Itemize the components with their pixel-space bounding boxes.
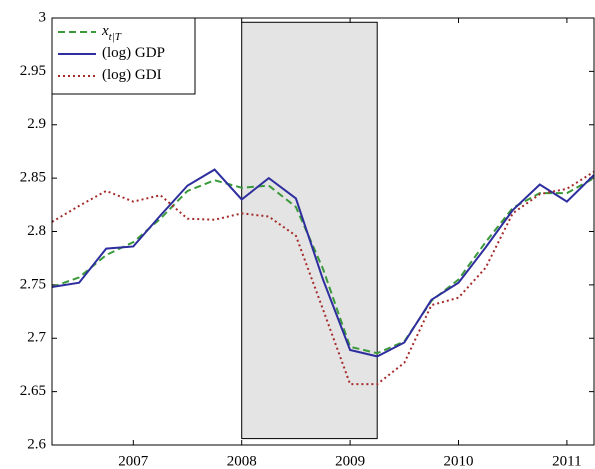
legend-label: xt|T (101, 23, 122, 42)
y-tick-label: 2.95 (20, 63, 46, 79)
y-tick-label: 2.9 (27, 116, 46, 132)
series-line (51, 177, 595, 355)
x-tick-label: 2008 (227, 453, 257, 469)
legend-name: x (101, 23, 109, 39)
y-tick-label: 2.8 (27, 223, 46, 239)
y-tick-label: 2.7 (27, 330, 46, 346)
legend-name: (log) GDI (102, 67, 162, 83)
y-tick-label: 2.6 (27, 436, 46, 452)
x-tick-label: 2009 (335, 453, 365, 469)
series-line (51, 168, 595, 358)
y-tick-label: 2.65 (20, 383, 46, 399)
legend-name: (log) GDP (102, 45, 165, 61)
series-line (51, 170, 595, 386)
x-tick-label: 2007 (118, 453, 149, 469)
legend-box (51, 17, 196, 95)
plot-frame (51, 17, 595, 446)
x-tick-label: 2011 (552, 453, 581, 469)
y-tick-label: 2.75 (20, 276, 46, 292)
legend-label: (log) GDI (102, 67, 162, 83)
legend: xt|T (log) GDP (log) GDI (51, 17, 196, 95)
recession-shade (241, 21, 378, 440)
y-tick-label: 2.85 (20, 170, 46, 186)
legend-label: (log) GDP (102, 45, 165, 61)
y-tick-label: 3 (39, 9, 47, 25)
x-tick-label: 2010 (444, 453, 474, 469)
legend-subscript: t|T (109, 31, 122, 43)
